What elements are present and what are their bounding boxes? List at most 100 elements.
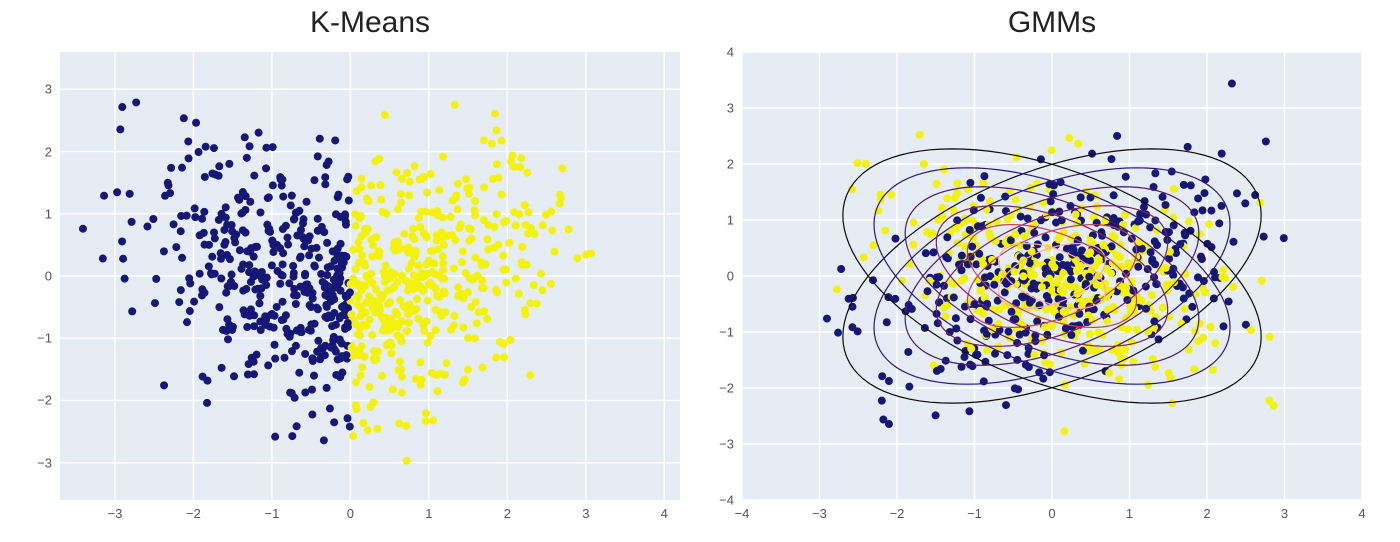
scatter-point [1118,263,1126,271]
scatter-point [492,286,500,294]
scatter-point [418,376,426,384]
scatter-point [403,327,411,335]
scatter-point [437,274,445,282]
scatter-point [236,246,244,254]
scatter-point [439,152,447,160]
scatter-point [517,154,525,162]
scatter-point [439,266,447,274]
scatter-point [1074,140,1082,148]
scatter-point [118,103,126,111]
scatter-point [459,247,467,255]
xtick-label: 3 [1281,506,1288,521]
scatter-point [437,370,445,378]
scatter-point [990,281,998,289]
scatter-point [261,312,269,320]
scatter-point [392,308,400,316]
scatter-point [218,364,226,372]
scatter-point [515,290,523,298]
scatter-point [128,218,136,226]
scatter-point [314,337,322,345]
scatter-point [1148,291,1156,299]
scatter-point [938,212,946,220]
scatter-point [435,186,443,194]
scatter-point [323,239,331,247]
scatter-point [323,271,331,279]
scatter-point [405,191,413,199]
scatter-point [910,219,918,227]
scatter-point [321,173,329,181]
scatter-point [405,319,413,327]
scatter-point [1151,363,1159,371]
scatter-point [960,274,968,282]
ytick-label: 3 [45,82,52,97]
scatter-point [352,265,360,273]
scatter-point [410,162,418,170]
scatter-point [933,367,941,375]
scatter-point [950,293,958,301]
scatter-point [468,235,476,243]
scatter-point [1181,305,1189,313]
scatter-point [337,240,345,248]
scatter-point [467,225,475,233]
scatter-point [926,230,934,238]
scatter-point [288,432,296,440]
scatter-point [862,160,870,168]
scatter-point [298,328,306,336]
scatter-point [1077,193,1085,201]
scatter-point [565,225,573,233]
scatter-point [338,340,346,348]
xtick-label: 3 [582,506,589,521]
scatter-point [883,318,891,326]
scatter-point [878,397,886,405]
scatter-point [1211,339,1219,347]
ytick-label: 0 [727,269,734,284]
scatter-point [1220,322,1228,330]
scatter-point [215,162,223,170]
scatter-point [210,229,218,237]
scatter-point [1153,241,1161,249]
scatter-point [172,243,180,251]
scatter-point [243,323,251,331]
scatter-point [1122,173,1130,181]
xtick-label: 2 [1203,506,1210,521]
scatter-point [113,188,121,196]
scatter-point [175,298,183,306]
scatter-point [433,207,441,215]
scatter-point [276,280,284,288]
scatter-point [480,183,488,191]
scatter-point [1270,402,1278,410]
scatter-point [833,285,841,293]
scatter-point [383,341,391,349]
scatter-point [1201,288,1209,296]
scatter-point [967,345,975,353]
scatter-point [288,192,296,200]
scatter-point [307,320,315,328]
scatter-point [1067,275,1075,283]
scatter-point [533,300,541,308]
ytick-label: −3 [719,437,734,452]
scatter-point [286,389,294,397]
scatter-point [215,303,223,311]
scatter-point [361,282,369,290]
scatter-point [304,289,312,297]
scatter-point [1215,219,1223,227]
scatter-point [422,208,430,216]
scatter-point [295,369,303,377]
scatter-point [211,270,219,278]
scatter-point [1218,273,1226,281]
scatter-point [344,414,352,422]
scatter-point [1042,265,1050,273]
scatter-point [152,275,160,283]
scatter-point [530,281,538,289]
scatter-point [1110,191,1118,199]
title-gmms: GMMs [732,6,1372,40]
scatter-point [357,175,365,183]
scatter-point [489,175,497,183]
scatter-point [344,173,352,181]
scatter-point [869,276,877,284]
scatter-point [500,353,508,361]
scatter-point [427,170,435,178]
scatter-point [419,321,427,329]
scatter-point [297,226,305,234]
title-kmeans: K-Means [50,6,690,40]
